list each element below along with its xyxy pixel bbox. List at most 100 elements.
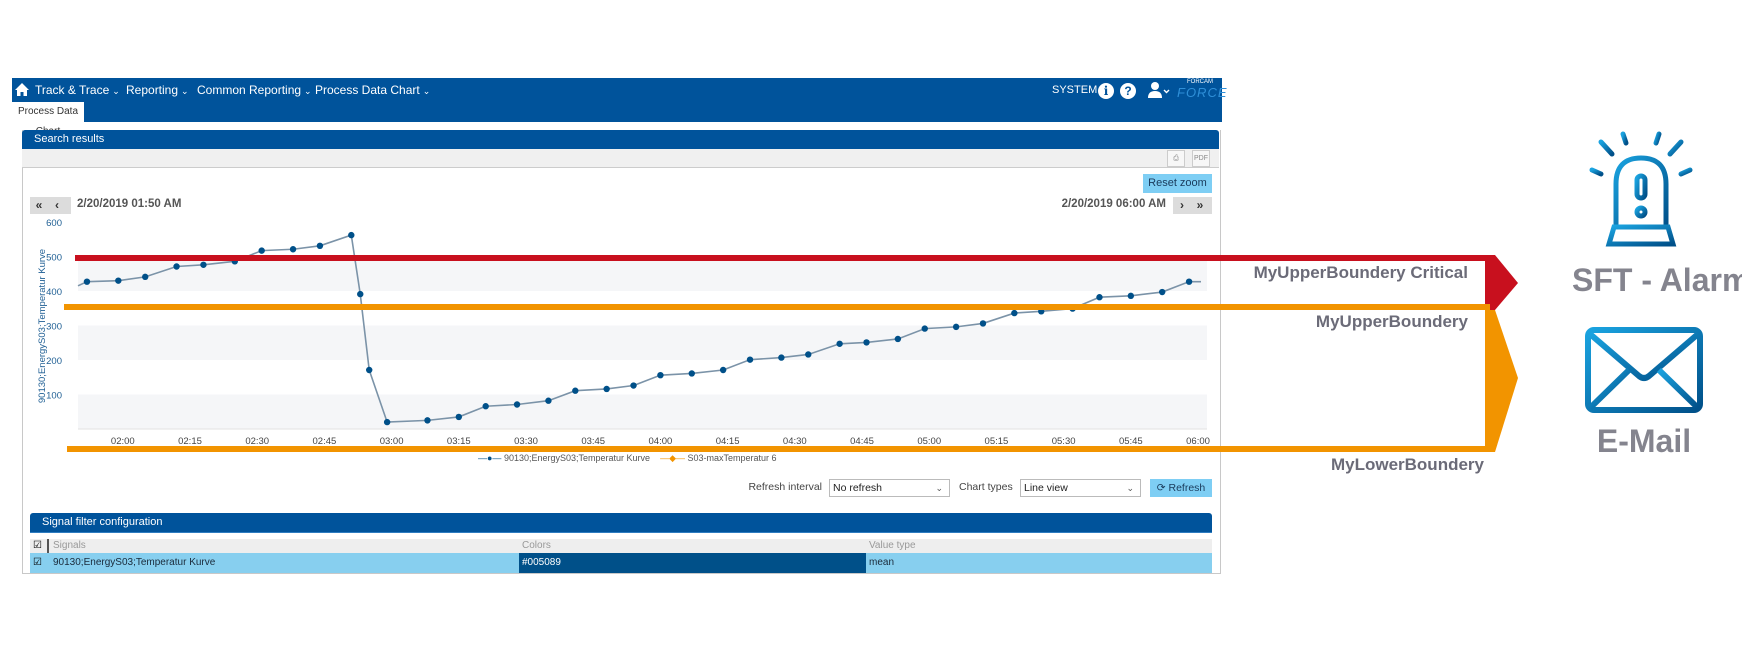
export-excel-icon[interactable]: ⎙ bbox=[1167, 150, 1185, 167]
x-tick-label: 05:00 bbox=[917, 436, 941, 447]
home-icon[interactable] bbox=[14, 82, 30, 97]
data-point[interactable] bbox=[200, 261, 207, 268]
nav-label: Reporting bbox=[126, 83, 179, 97]
data-point[interactable] bbox=[115, 277, 122, 284]
data-point[interactable] bbox=[719, 366, 727, 374]
lower-boundary-label: MyLowerBoundery bbox=[1330, 455, 1484, 474]
data-point[interactable] bbox=[1011, 309, 1018, 317]
table-row[interactable]: ☑ 90130;EnergyS03;Temperatur Kurve #0050… bbox=[30, 553, 1212, 573]
x-tick-label: 03:00 bbox=[380, 436, 404, 447]
data-point[interactable] bbox=[316, 242, 324, 250]
data-point[interactable] bbox=[952, 323, 960, 331]
data-point[interactable] bbox=[688, 370, 695, 377]
nav-menu-reporting[interactable]: Reporting ⌄ bbox=[126, 83, 189, 97]
legend-label: S03-maxTemperatur 6 bbox=[687, 453, 777, 463]
refresh-button[interactable]: ⟳ Refresh bbox=[1150, 479, 1212, 497]
data-point[interactable] bbox=[1069, 305, 1076, 312]
data-point[interactable] bbox=[746, 356, 754, 363]
x-tick-label: 04:00 bbox=[649, 436, 673, 447]
column-header-colors[interactable]: Colors bbox=[522, 540, 551, 551]
refresh-interval-select[interactable]: No refresh ⌄ bbox=[829, 479, 950, 497]
legend-item-temperatur-kurve[interactable]: —●— 90130;EnergyS03;Temperatur Kurve bbox=[478, 453, 650, 463]
chevron-down-icon: ⌄ bbox=[1126, 483, 1134, 493]
force-logo: FORCE bbox=[1177, 85, 1228, 100]
data-point[interactable] bbox=[1185, 278, 1193, 285]
email-envelope-icon bbox=[1585, 327, 1703, 413]
data-point[interactable] bbox=[424, 417, 431, 424]
y-tick-label: 200 bbox=[46, 356, 62, 367]
top-navigation-bar: Track & Trace ⌄ Reporting ⌄ Common Reporti… bbox=[12, 78, 1227, 122]
chevron-down-icon: ⌄ bbox=[935, 483, 943, 493]
data-point[interactable] bbox=[657, 371, 664, 379]
nav-menu-track-trace[interactable]: Track & Trace ⌄ bbox=[35, 83, 120, 97]
end-date: 2/20/2019 06:00 AM bbox=[1061, 198, 1166, 210]
last-page-button[interactable]: » bbox=[1196, 198, 1204, 212]
email-label: E-Mail bbox=[1596, 423, 1692, 459]
next-button[interactable]: › bbox=[1180, 198, 1184, 212]
data-point[interactable] bbox=[83, 278, 91, 285]
chart-legend: —●— 90130;EnergyS03;Temperatur Kurve —◆—… bbox=[478, 453, 777, 464]
alarm-siren-icon bbox=[1589, 120, 1693, 247]
data-point[interactable] bbox=[142, 273, 149, 281]
data-point[interactable] bbox=[1096, 294, 1103, 301]
nav-label: Common Reporting bbox=[197, 83, 302, 97]
x-tick-label: 05:15 bbox=[985, 436, 1009, 447]
time-forward-buttons: ›» bbox=[1173, 197, 1212, 214]
signal-color[interactable]: #005089 bbox=[519, 553, 866, 573]
data-point[interactable] bbox=[1158, 288, 1166, 296]
nav-menu-common-reporting[interactable]: Common Reporting ⌄ bbox=[197, 83, 312, 97]
column-header-signals[interactable]: Signals bbox=[53, 540, 86, 551]
nav-menu-process-data-chart[interactable]: Process Data Chart ⌄ bbox=[315, 83, 430, 97]
x-tick-label: 03:45 bbox=[581, 436, 605, 447]
row-checkbox[interactable]: ☑ bbox=[33, 557, 42, 568]
data-point[interactable] bbox=[289, 246, 297, 253]
data-point[interactable] bbox=[513, 401, 521, 408]
data-point[interactable] bbox=[1038, 308, 1045, 315]
data-point[interactable] bbox=[921, 325, 928, 332]
selected-value: Line view bbox=[1024, 482, 1068, 494]
data-point[interactable] bbox=[572, 387, 579, 394]
x-tick-label: 03:30 bbox=[514, 436, 538, 447]
chart-types-select[interactable]: Line view ⌄ bbox=[1020, 479, 1141, 497]
help-icon[interactable]: ? bbox=[1120, 83, 1136, 99]
user-icon[interactable] bbox=[1147, 81, 1171, 99]
reset-zoom-button[interactable]: Reset zoom bbox=[1143, 174, 1212, 193]
legend-marker-icon: —●— bbox=[478, 453, 502, 463]
previous-button[interactable]: ‹ bbox=[55, 198, 59, 212]
export-pdf-icon[interactable]: PDF bbox=[1192, 150, 1210, 167]
plot-band bbox=[78, 256, 1207, 291]
data-point[interactable] bbox=[979, 320, 987, 327]
data-point[interactable] bbox=[348, 231, 355, 239]
data-point[interactable] bbox=[482, 403, 489, 410]
data-point[interactable] bbox=[366, 366, 373, 374]
export-toolbar: ⎙ PDF bbox=[22, 149, 1219, 168]
data-point[interactable] bbox=[231, 258, 239, 265]
data-point[interactable] bbox=[357, 290, 364, 298]
data-point[interactable] bbox=[630, 382, 637, 389]
data-point[interactable] bbox=[383, 418, 391, 426]
data-point[interactable] bbox=[258, 247, 265, 254]
first-page-button[interactable]: « bbox=[35, 198, 43, 212]
x-tick-label: 02:15 bbox=[178, 436, 202, 447]
data-point[interactable] bbox=[1127, 292, 1135, 300]
alarm-label: SFT - Alarm bbox=[1572, 262, 1742, 298]
column-header-value-type[interactable]: Value type bbox=[869, 540, 916, 551]
data-point[interactable] bbox=[805, 351, 812, 358]
upper-critical-label: MyUpperBoundery Critical bbox=[1253, 263, 1468, 282]
refresh-interval-label: Refresh interval bbox=[748, 481, 822, 493]
value-type[interactable]: mean bbox=[869, 557, 895, 568]
info-icon[interactable]: i bbox=[1098, 83, 1114, 99]
data-point[interactable] bbox=[173, 263, 180, 270]
legend-item-max-temperatur[interactable]: —◆— S03-maxTemperatur 6 bbox=[660, 453, 776, 463]
data-point[interactable] bbox=[603, 385, 610, 393]
chevron-down-icon: ⌄ bbox=[112, 86, 120, 96]
data-point[interactable] bbox=[545, 397, 552, 404]
data-point[interactable] bbox=[778, 354, 785, 361]
logo-small: FORCAM bbox=[1187, 79, 1213, 85]
data-point[interactable] bbox=[455, 413, 463, 421]
data-point[interactable] bbox=[894, 335, 902, 343]
refresh-icon: ⟳ bbox=[1156, 482, 1166, 494]
data-point[interactable] bbox=[836, 340, 843, 347]
data-point[interactable] bbox=[863, 339, 870, 346]
